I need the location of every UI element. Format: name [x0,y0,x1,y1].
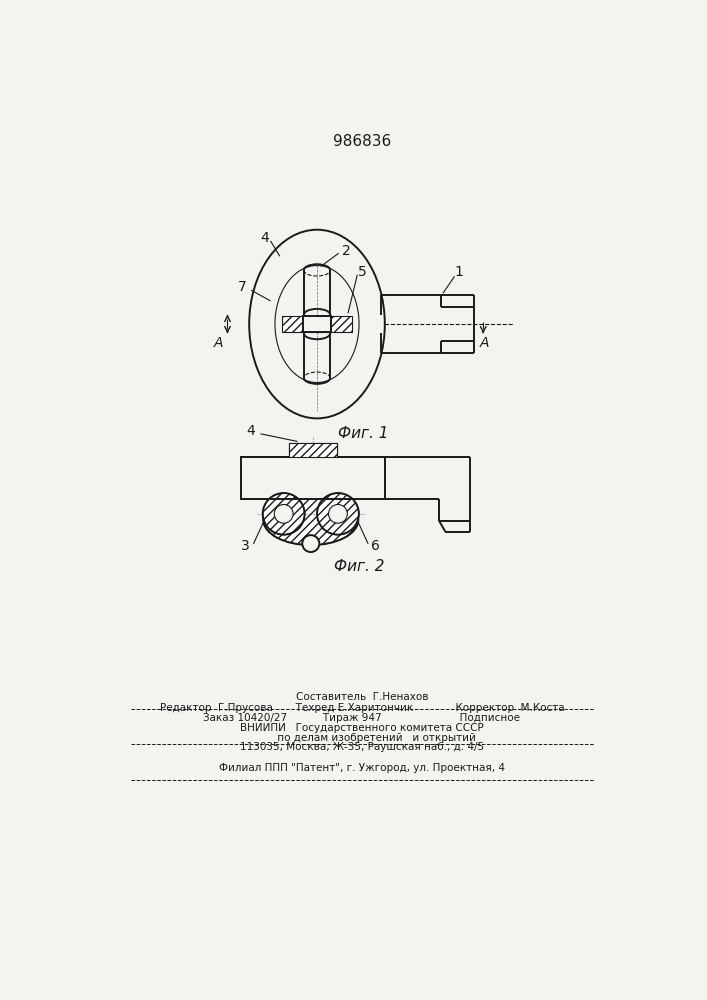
Text: A: A [480,336,489,350]
Ellipse shape [249,230,385,418]
Text: 4: 4 [247,424,255,438]
Text: Заказ 10420/27           Тираж 947                        Подписное: Заказ 10420/27 Тираж 947 Подписное [204,713,520,723]
Text: Фиг. 1: Фиг. 1 [338,426,389,441]
Text: ВНИИПИ   Государственного комитета СССР: ВНИИПИ Государственного комитета СССР [240,723,484,733]
Text: 986836: 986836 [333,134,391,149]
Text: Редактор  Г.Прусова       Техред Е.Харитончик             Корректор  М.Коста: Редактор Г.Прусова Техред Е.Харитончик К… [160,703,564,713]
Bar [289,443,337,457]
Ellipse shape [275,266,359,383]
Circle shape [317,493,359,535]
Text: 6: 6 [371,539,380,553]
Text: 2: 2 [342,244,351,258]
Bar [240,457,386,499]
Text: Филиал ППП "Патент", г. Ужгород, ул. Проектная, 4: Филиал ППП "Патент", г. Ужгород, ул. Про… [219,763,505,773]
Ellipse shape [263,495,358,545]
Bar [241,457,385,499]
Text: A: A [214,336,223,350]
Circle shape [329,504,347,523]
Bar [289,443,337,457]
Circle shape [303,535,320,552]
Circle shape [274,504,293,523]
Text: 5: 5 [358,265,366,279]
Bar [303,316,331,332]
Text: 4: 4 [260,231,269,245]
Text: Составитель  Г.Ненахов: Составитель Г.Ненахов [296,692,428,702]
Text: 1: 1 [454,265,463,279]
Bar [282,316,352,332]
Text: по делам изобретений   и открытий: по делам изобретений и открытий [248,733,476,743]
Text: 7: 7 [238,280,247,294]
Text: Фиг. 2: Фиг. 2 [334,559,385,574]
Circle shape [263,493,305,535]
Text: 3: 3 [241,539,250,553]
Bar [241,457,385,499]
Text: 113035, Москва, Ж-35, Раушская наб., д. 4/5: 113035, Москва, Ж-35, Раушская наб., д. … [240,742,484,752]
